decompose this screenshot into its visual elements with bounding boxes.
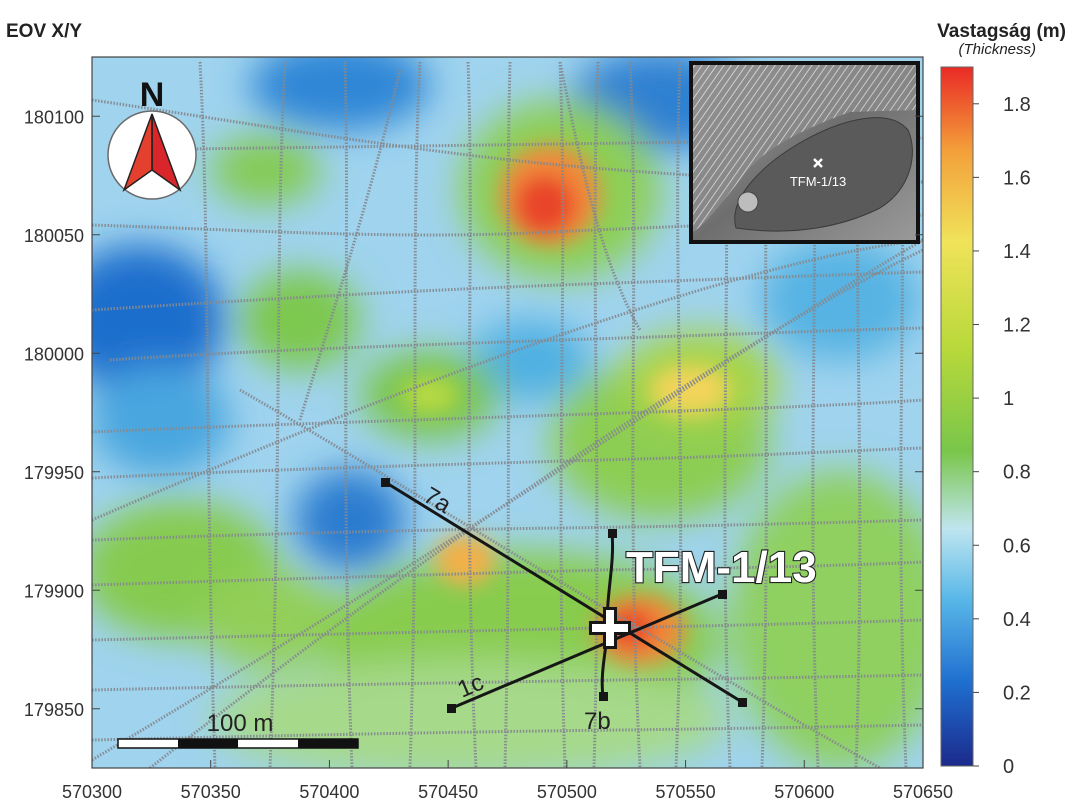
north-label: N — [140, 76, 165, 114]
y-tick-label: 179900 — [24, 581, 84, 601]
colorbar-tick-label: 1.4 — [1003, 241, 1031, 263]
map-frame — [91, 56, 924, 769]
survey-lines — [92, 61, 923, 768]
colorbar-tick-label: 1 — [1003, 388, 1014, 410]
legend-subtitle: (Thickness) — [958, 41, 1036, 58]
x-tick-label: 570500 — [537, 782, 597, 802]
x-tick-label: 570650 — [893, 782, 953, 802]
coord-system-label: EOV X/Y — [6, 21, 82, 42]
x-tick-label: 570400 — [299, 782, 359, 802]
x-tick-label: 570450 — [418, 782, 478, 802]
x-tick-label: 570350 — [181, 782, 241, 802]
y-axis: 180100 180050 180000 179950 179900 179850 — [24, 107, 923, 720]
scale-bar — [117, 738, 359, 749]
borehole-marker[interactable] — [589, 607, 631, 649]
profile-label-7b: 7b — [584, 708, 611, 735]
y-tick-label: 180050 — [24, 226, 84, 246]
x-tick-label: 570550 — [656, 782, 716, 802]
x-axis: 570300 570350 570400 570450 570500 570550 5706… — [62, 760, 953, 802]
scale-bar-label: 100 m — [207, 710, 274, 737]
colorbar — [940, 66, 974, 767]
inset-map — [689, 61, 920, 244]
x-tick-label: 570300 — [62, 782, 122, 802]
borehole-label: TFM-1/13 — [626, 543, 817, 592]
colorbar-tick-label: 0.4 — [1003, 609, 1031, 631]
y-tick-label: 179850 — [24, 700, 84, 720]
y-tick-label: 180100 — [24, 107, 84, 127]
colorbar-tick-label: 1.6 — [1003, 167, 1031, 189]
y-tick-label: 180000 — [24, 344, 84, 364]
legend-title: Vastagság (m) — [937, 21, 1066, 42]
y-tick-label: 179950 — [24, 463, 84, 483]
colorbar-tick-label: 0.8 — [1003, 462, 1031, 484]
north-arrow — [107, 110, 197, 200]
colorbar-tick-label: 0 — [1003, 756, 1014, 778]
profile-endpoints — [381, 478, 747, 713]
colorbar-tick-label: 0.2 — [1003, 682, 1031, 704]
inset-borehole-marker — [813, 158, 823, 168]
colorbar-tick-label: 0.6 — [1003, 535, 1031, 557]
inset-label: TFM-1/13 — [790, 174, 846, 189]
colorbar-tick-label: 1.8 — [1003, 94, 1031, 116]
colorbar-tick-label: 1.2 — [1003, 315, 1031, 337]
colorbar-ticks: 1.8 1.6 1.4 1.2 1 0.8 0.6 0.4 0.2 0 — [973, 94, 1031, 778]
x-tick-label: 570600 — [774, 782, 834, 802]
